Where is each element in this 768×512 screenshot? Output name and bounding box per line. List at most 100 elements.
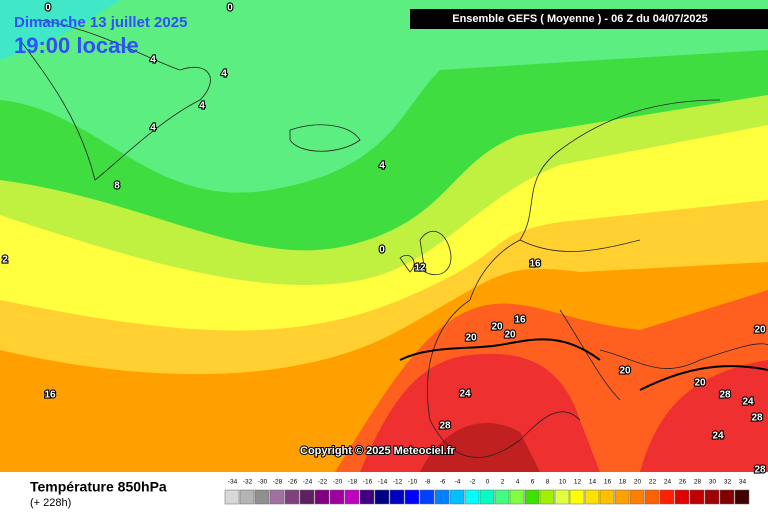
zone — [360, 353, 600, 472]
contour-label: 20 — [504, 330, 516, 341]
parameter: Température 850hPa — [30, 479, 167, 495]
zone — [0, 0, 120, 60]
legend-label: 12 — [574, 479, 582, 486]
legend-swatch — [734, 489, 750, 505]
copyright: Copyright © 2025 Meteociel.fr — [300, 445, 456, 457]
legend-label: -32 — [243, 479, 253, 486]
contour-label: 28 — [439, 421, 451, 432]
legend-label: 22 — [649, 479, 657, 486]
lead-time: (+ 228h) — [30, 497, 71, 509]
legend-swatch — [659, 489, 675, 505]
legend-label: 20 — [634, 479, 642, 486]
contour-label: 28 — [754, 465, 766, 476]
contour-label: 16 — [44, 390, 56, 401]
legend-label: -16 — [363, 479, 373, 486]
legend-label: -6 — [440, 479, 446, 486]
legend-label: 24 — [664, 479, 672, 486]
legend-label: 32 — [724, 479, 732, 486]
legend-label: 30 — [709, 479, 717, 486]
contour-label: 4 — [150, 55, 156, 66]
legend-label: 4 — [516, 479, 520, 486]
legend-swatch — [614, 489, 630, 505]
legend-label: -22 — [318, 479, 328, 486]
legend-label: 18 — [619, 479, 627, 486]
legend-label: 0 — [486, 479, 490, 486]
legend-swatch — [284, 489, 300, 505]
legend-label: -12 — [393, 479, 403, 486]
legend-swatch — [224, 489, 240, 505]
legend-swatch — [674, 489, 690, 505]
contour-label: 12 — [414, 263, 426, 274]
contour-label: 0 — [379, 245, 385, 256]
coastline — [427, 99, 768, 458]
legend-label: -14 — [378, 479, 388, 486]
legend-swatch — [299, 489, 315, 505]
legend-swatch — [524, 489, 540, 505]
legend-label: -26 — [288, 479, 298, 486]
contour-label: 0 — [45, 3, 51, 14]
contour-label: 2 — [2, 255, 8, 266]
legend-label: -24 — [303, 479, 313, 486]
legend-label: 14 — [589, 479, 597, 486]
legend-swatch — [404, 489, 420, 505]
legend-swatch — [269, 489, 285, 505]
contour-label: 16 — [529, 259, 541, 270]
legend-swatch — [554, 489, 570, 505]
legend-swatch — [314, 489, 330, 505]
contour-label: 0 — [227, 3, 233, 14]
legend-swatch — [689, 489, 705, 505]
legend-label: 34 — [739, 479, 747, 486]
legend-label: -8 — [425, 479, 431, 486]
local-time: 19:00 locale — [14, 33, 139, 58]
legend-label: -2 — [470, 479, 476, 486]
legend-label: 16 — [604, 479, 612, 486]
legend-swatch — [629, 489, 645, 505]
legend-swatch — [479, 489, 495, 505]
contour-label: 28 — [719, 390, 731, 401]
legend-swatch — [704, 489, 720, 505]
legend-label: -30 — [258, 479, 268, 486]
legend-swatch — [539, 489, 555, 505]
coastline — [19, 19, 211, 181]
contour-label: 24 — [742, 397, 754, 408]
contour-label: 28 — [751, 413, 763, 424]
legend-label: -18 — [348, 479, 358, 486]
legend-swatch — [329, 489, 345, 505]
zone — [420, 422, 540, 472]
legend-label: 28 — [694, 479, 702, 486]
legend-label: 10 — [559, 479, 567, 486]
contour-label: 24 — [459, 389, 471, 400]
legend-swatch — [389, 489, 405, 505]
contour-label: 24 — [712, 431, 724, 442]
legend-label: 6 — [531, 479, 535, 486]
contour-label: 8 — [114, 181, 120, 192]
contour-label: 4 — [379, 161, 385, 172]
legend-swatch — [569, 489, 585, 505]
isotherm — [399, 338, 768, 391]
legend-swatch — [254, 489, 270, 505]
legend-label: -28 — [273, 479, 283, 486]
legend-label: -10 — [408, 479, 418, 486]
legend-label: -34 — [228, 479, 238, 486]
legend-label: 26 — [679, 479, 687, 486]
legend-swatch — [719, 489, 735, 505]
legend-swatch — [584, 489, 600, 505]
legend-label: -4 — [455, 479, 461, 486]
contour-label: 20 — [619, 366, 631, 377]
model-banner — [410, 9, 768, 29]
legend-swatch — [494, 489, 510, 505]
contour-label: 4 — [221, 69, 227, 80]
contour-label: 20 — [694, 378, 706, 389]
zone — [640, 360, 768, 472]
contour-label: 4 — [150, 123, 156, 134]
contour-label: 20 — [465, 333, 477, 344]
legend-swatch — [434, 489, 450, 505]
legend-swatch — [359, 489, 375, 505]
contour-label: 16 — [514, 315, 526, 326]
contour-label: 20 — [491, 322, 503, 333]
contour-label: 20 — [754, 325, 766, 336]
legend-swatch — [599, 489, 615, 505]
legend-label: 8 — [546, 479, 550, 486]
